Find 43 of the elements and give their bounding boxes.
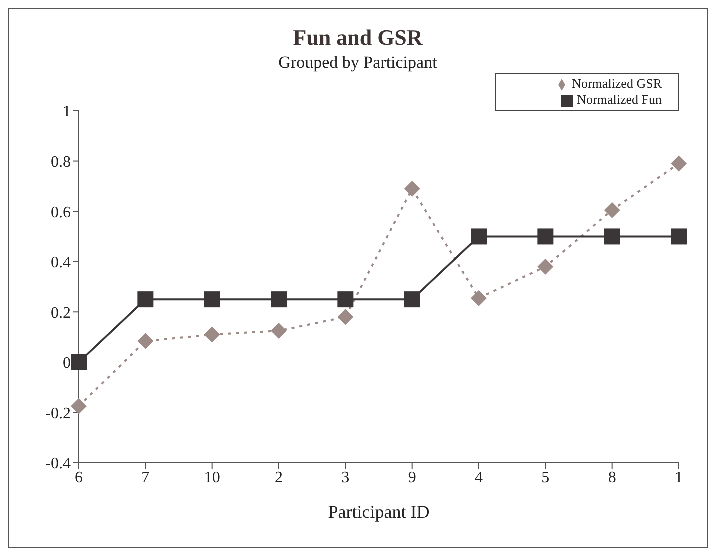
chart-subtitle: Grouped by Participant (278, 53, 438, 73)
y-tick-label: 0.8 (51, 154, 71, 171)
x-axis-title: Participant ID (328, 502, 430, 522)
point (471, 228, 487, 245)
point (538, 228, 554, 245)
point (404, 180, 420, 197)
point (271, 292, 287, 308)
y-tick-label: -0.2 (46, 405, 71, 422)
x-tick-label: 6 (75, 469, 83, 486)
x-tick-label: 4 (475, 469, 483, 486)
point (71, 354, 87, 370)
y-tick-label: -0.4 (46, 456, 71, 473)
x-tick-label: 8 (608, 469, 616, 486)
x-tick-label: 3 (342, 469, 350, 486)
x-tick-label: 7 (142, 469, 150, 486)
point (138, 292, 154, 308)
point (604, 228, 620, 245)
y-tick-label: 0.6 (51, 204, 71, 222)
y-tick-label: 0 (63, 355, 71, 372)
legend-label: Normalized Fun (577, 92, 662, 107)
y-tick-label: 0.2 (51, 304, 71, 322)
y-tick-label: 1 (63, 104, 71, 121)
x-tick-label: 5 (542, 469, 550, 486)
point (204, 292, 220, 308)
y-tick-label: 0.4 (51, 254, 71, 272)
x-tick-label: 10 (204, 469, 220, 486)
point (538, 258, 554, 275)
point (404, 292, 420, 308)
point (604, 202, 620, 218)
x-tick-label: 1 (675, 469, 683, 486)
chart-title: Fun and GSR (292, 25, 424, 51)
point (471, 290, 487, 306)
point (71, 398, 87, 414)
point (271, 323, 287, 339)
point (338, 309, 354, 326)
point (138, 333, 154, 350)
x-tick-label: 2 (275, 469, 283, 486)
x-tick-label: 9 (408, 469, 416, 486)
point (204, 326, 220, 343)
point (338, 292, 354, 308)
point (671, 228, 687, 245)
legend-label: Normalized GSR (572, 76, 662, 91)
point (671, 156, 687, 172)
